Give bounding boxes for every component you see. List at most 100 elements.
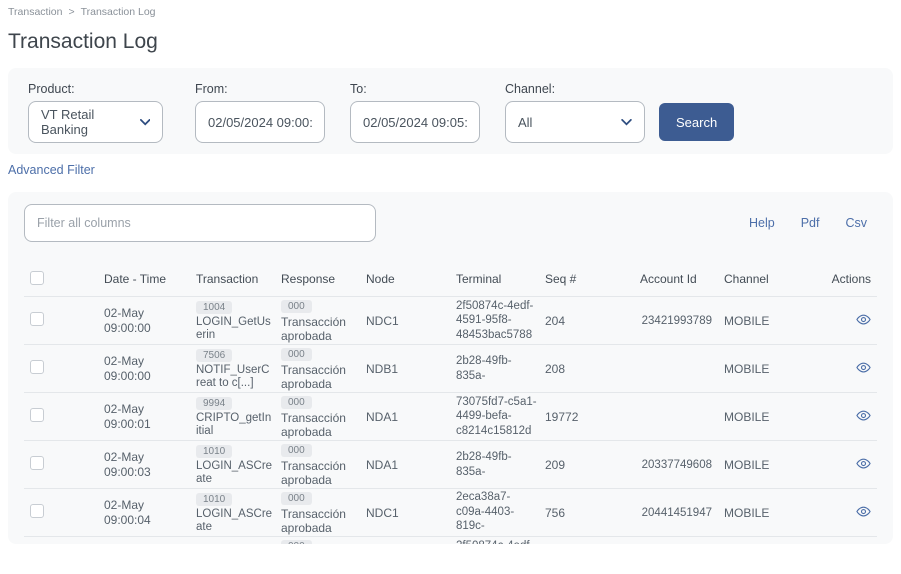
cell-terminal: 73075fd7-c5a1-4499-befa-c8214c15812d [456,395,537,437]
results-card: Help Pdf Csv Date - Time Transaction Res… [8,192,893,544]
transaction-code-badge: 9994 [196,397,233,410]
cell-actions [817,360,877,378]
row-checkbox[interactable] [30,360,44,374]
col-header-channel: Channel [724,272,769,286]
pdf-export-link[interactable]: Pdf [800,216,820,230]
chevron-down-icon [139,118,150,125]
product-field: Product: VT Retail Banking [28,82,163,143]
transaction-code-badge: 1004 [196,301,233,314]
cell-seq: 209 [545,457,566,472]
table-body: 02-May 09:00:00 1004 LOGIN_GetUserin 000 … [24,296,877,544]
to-label: To: [350,82,367,96]
to-field: To: [350,82,480,143]
channel-label: Channel: [505,82,556,96]
cell-transaction: 7506 NOTIF_UserCreat to c[...] [196,349,270,389]
cell-date-time: 02-May 09:00:04 [104,497,151,527]
cell-terminal: 2f50874c-4edf-4591-95f8-48453bac5788 [456,539,545,544]
cell-node: NDB1 [366,361,399,376]
col-header-terminal: Terminal [456,272,502,286]
csv-export-link[interactable]: Csv [845,216,867,230]
col-header-transaction: Transaction [196,272,259,286]
breadcrumb-current: Transaction Log [80,6,156,18]
row-checkbox[interactable] [30,456,44,470]
response-code-badge: 000 [281,396,312,409]
cell-date-time: 02-May 09:00:00 [104,353,151,383]
col-header-node: Node [366,272,395,286]
cell-account-id: 23421993789 [641,314,712,327]
product-label: Product: [28,82,75,96]
cell-transaction: 1010 LOGIN_ASCreate [196,445,273,485]
product-select-value: VT Retail Banking [41,107,95,137]
transactions-table: Date - Time Transaction Response Node Te… [24,262,877,544]
cell-transaction: 1010 LOGIN_ASCreate [196,493,273,533]
col-header-actions: Actions [831,272,871,286]
cell-date-time: 02-May 09:00:03 [104,449,151,479]
cell-seq: 19772 [545,409,579,424]
cell-terminal: 2eca38a7-c09a-4403-819c-3ec67a860e7e [456,491,532,535]
cell-seq: 756 [545,505,566,520]
cell-node: NDC1 [366,505,399,520]
transaction-code-badge: 7506 [196,349,233,362]
col-header-account-id: Account Id [640,272,697,286]
from-label: From: [195,82,228,96]
search-filter-panel: Product: VT Retail Banking From: To: Cha… [8,68,893,154]
cell-date-time: 02-May 09:00:01 [104,401,151,431]
row-checkbox[interactable] [30,408,44,422]
filter-all-columns-input[interactable] [24,204,376,242]
col-header-date-time: Date - Time [104,272,167,286]
view-details-eye-icon[interactable] [856,312,871,330]
transaction-code-badge: 1010 [196,493,233,506]
transaction-log-page: Transaction > Transaction Log Transactio… [0,6,901,544]
cell-node: NDA1 [366,409,399,424]
cell-channel: MOBILE [724,505,770,520]
card-toolbar: Help Pdf Csv [24,204,877,242]
cell-account-id: 20337749608 [641,458,712,471]
response-code-badge: 000 [281,348,312,361]
cell-channel: MOBILE [724,457,770,472]
channel-select[interactable]: All [505,101,645,143]
table-header-row: Date - Time Transaction Response Node Te… [24,262,877,296]
chevron-down-icon [621,118,632,125]
select-all-checkbox[interactable] [30,270,44,285]
cell-node: NDA1 [366,457,399,472]
row-checkbox[interactable] [30,312,44,326]
cell-terminal: 2b28-49fb-835a- [456,451,512,478]
product-select[interactable]: VT Retail Banking [28,101,163,143]
view-details-eye-icon[interactable] [856,456,871,474]
row-checkbox[interactable] [30,504,44,518]
col-header-response: Response [281,272,336,286]
cell-response: 000 Transacción aprobada [281,348,346,391]
cell-channel: MOBILE [724,361,770,376]
export-links: Help Pdf Csv [749,216,877,230]
view-details-eye-icon[interactable] [856,504,871,522]
cell-response: 000 Transacción aprobada [281,538,366,544]
table-row: 02-May 09:00:01 9994 CRIPTO_getInitial 00… [24,392,877,440]
channel-field: Channel: All [505,82,645,143]
from-datetime-input[interactable] [195,101,325,143]
view-details-eye-icon[interactable] [856,408,871,426]
table-row: 02-May 09:00:00 7506 NOTIF_UserCreat to c… [24,344,877,392]
cell-channel: MOBILE [724,409,770,424]
breadcrumb: Transaction > Transaction Log [8,6,893,18]
breadcrumb-transaction[interactable]: Transaction [8,6,63,18]
table-row: 02-May 09:00:03 1010 LOGIN_ASCreate 000 T… [24,440,877,488]
cell-actions [817,456,877,474]
view-details-eye-icon[interactable] [856,360,871,378]
page-title: Transaction Log [8,30,158,53]
cell-channel: MOBILE [724,313,770,328]
cell-seq: 204 [545,313,566,328]
channel-select-value: All [518,114,533,130]
breadcrumb-separator-icon: > [68,6,75,18]
cell-response: 000 Transacción aprobada [281,492,346,535]
col-header-seq: Seq # [545,272,577,286]
advanced-filter-link[interactable]: Advanced Filter [8,163,95,177]
cell-response: 000 Transacción aprobada [281,396,346,439]
table-row: 02-May 09:00:00 1004 LOGIN_GetUserin 000 … [24,296,877,344]
cell-actions [817,408,877,426]
response-code-badge: 000 [281,444,312,457]
help-link[interactable]: Help [748,216,775,230]
search-button[interactable]: Search [659,103,735,141]
table-row: 02-May 09:00:04 1010 LOGIN_ASCreate 000 T… [24,488,877,536]
to-datetime-input[interactable] [350,101,480,143]
cell-account-id: 20441451947 [641,506,712,519]
